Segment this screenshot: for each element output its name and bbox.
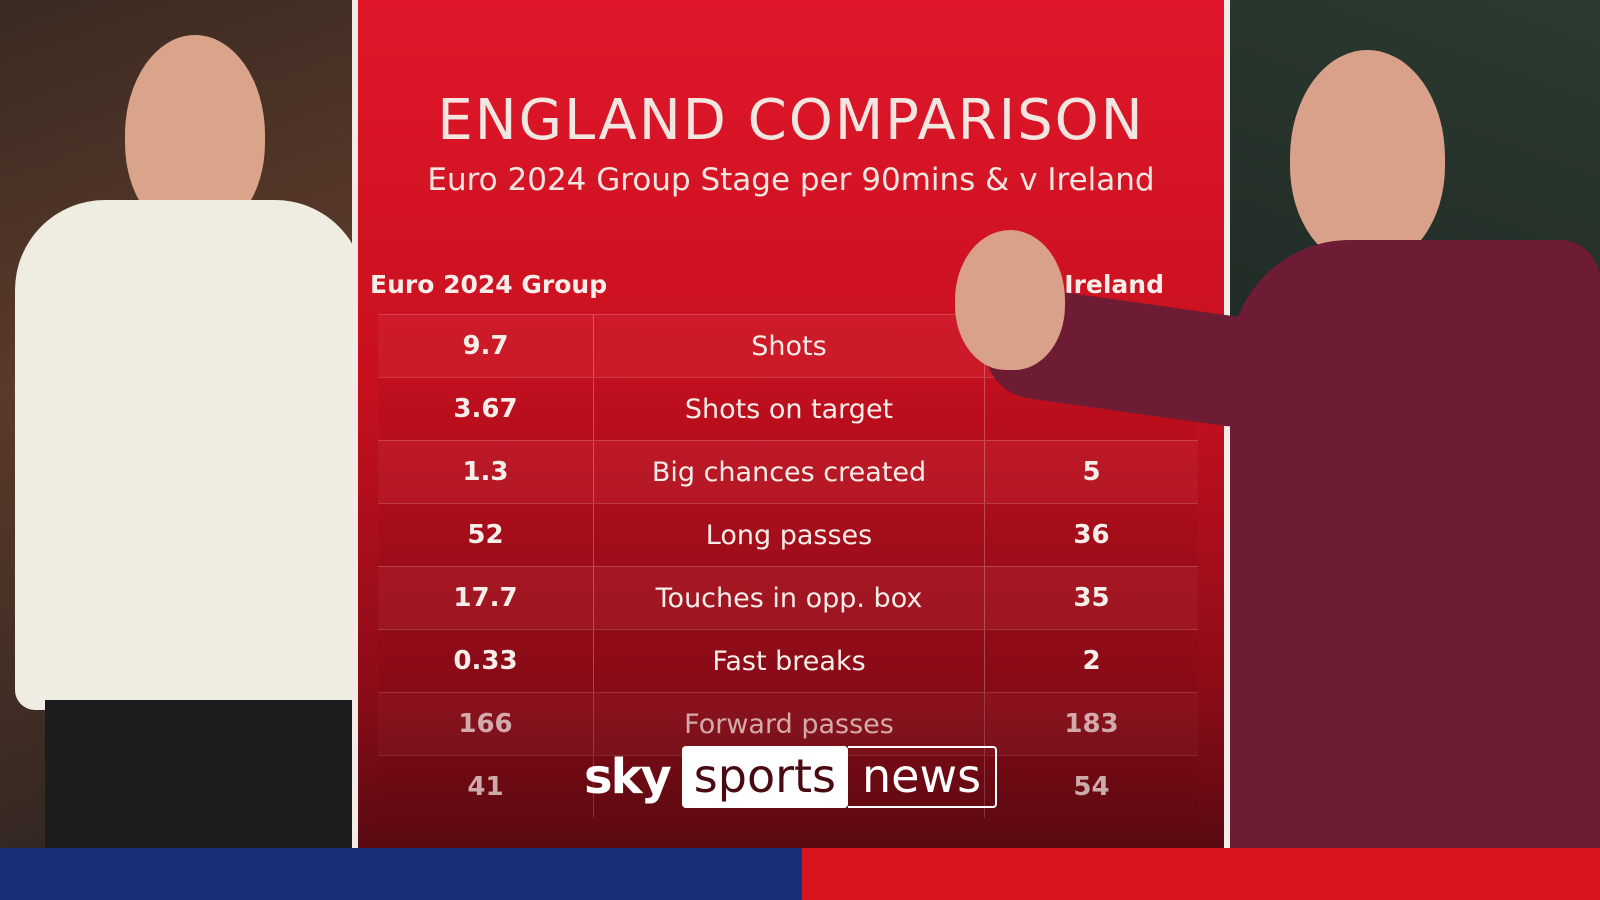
table-row: 0.33 Fast breaks 2	[378, 629, 1198, 692]
table-row: 166 Forward passes 183	[378, 692, 1198, 755]
euro-value: 41	[467, 772, 504, 802]
stat-label: Shots	[593, 315, 985, 377]
logo-news: news	[848, 746, 998, 808]
euro-value: 3.67	[453, 394, 518, 424]
table-row: 52 Long passes 36	[378, 503, 1198, 566]
stat-label: Shots on target	[593, 378, 985, 440]
column-header-euro: Euro 2024 Group	[370, 270, 608, 299]
euro-value: 17.7	[453, 583, 518, 613]
stat-label: Long passes	[593, 504, 985, 566]
stat-label: Big chances created	[593, 441, 985, 503]
photo-left-manager	[0, 0, 380, 848]
sky-sports-news-logo: sky sports news	[584, 746, 998, 808]
ireland-value: 2	[1082, 646, 1101, 676]
right-manager-jacket	[1230, 240, 1600, 848]
page-title: ENGLAND COMPARISON	[437, 88, 1145, 153]
euro-value: 52	[467, 520, 504, 550]
right-manager-hand	[955, 230, 1065, 370]
table-row: 17.7 Touches in opp. box 35	[378, 566, 1198, 629]
stat-label: Fast breaks	[593, 630, 985, 692]
footer-bar-blue	[0, 848, 802, 900]
photo-right-manager	[1180, 0, 1600, 848]
ireland-value: 36	[1073, 520, 1110, 550]
stat-label	[593, 756, 985, 818]
euro-value: 9.7	[462, 331, 509, 361]
subtitle: Euro 2024 Group Stage per 90mins & v Ire…	[427, 162, 1155, 198]
comparison-panel: ENGLAND COMPARISON Euro 2024 Group Stage…	[352, 0, 1230, 848]
stat-label: Forward passes	[593, 693, 985, 755]
table-row: 1.3 Big chances created 5	[378, 440, 1198, 503]
right-manager-head	[1290, 50, 1445, 265]
euro-value: 1.3	[462, 457, 509, 487]
logo-sky: sky	[584, 749, 672, 805]
left-manager-trousers	[45, 700, 365, 848]
stat-label: Touches in opp. box	[593, 567, 985, 629]
ireland-value: 183	[1064, 709, 1119, 739]
left-manager-shirt	[15, 200, 365, 710]
ireland-value: 5	[1082, 457, 1101, 487]
footer-bar-red	[802, 848, 1600, 900]
euro-value: 0.33	[453, 646, 518, 676]
euro-value: 166	[458, 709, 513, 739]
table-row: 3.67 Shots on target	[378, 377, 1198, 440]
logo-sports: sports	[681, 746, 849, 808]
ireland-value: 35	[1073, 583, 1110, 613]
ireland-value: 54	[1073, 772, 1110, 802]
stats-table: 9.7 Shots 3.67 Shots on target 1.3 Big chan…	[378, 314, 1198, 818]
